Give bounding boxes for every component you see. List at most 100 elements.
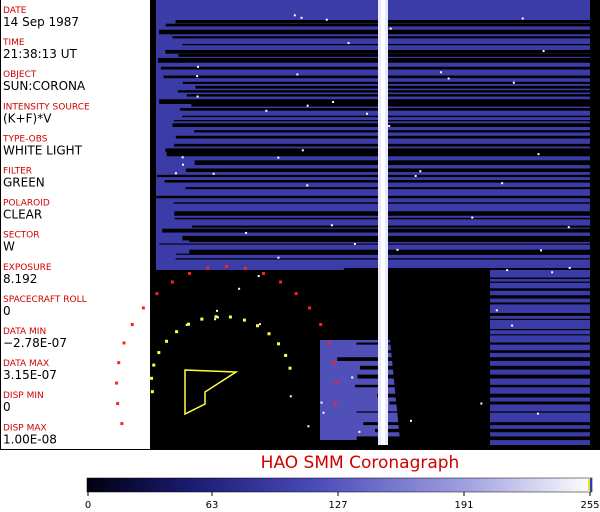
star bbox=[257, 275, 260, 278]
panel-border bbox=[0, 449, 151, 450]
stripe bbox=[384, 350, 590, 353]
star bbox=[277, 156, 280, 159]
star bbox=[238, 287, 241, 290]
field-label: SECTOR bbox=[3, 231, 40, 241]
image-region bbox=[156, 0, 590, 445]
field-value: 14 Sep 1987 bbox=[3, 15, 79, 29]
colorbar-end bbox=[588, 478, 590, 492]
dot bbox=[294, 292, 298, 296]
field-value: 1.00E-08 bbox=[3, 432, 57, 446]
dot bbox=[277, 342, 281, 346]
panel-border bbox=[0, 0, 1, 450]
star bbox=[551, 271, 554, 274]
bright-streak bbox=[381, 0, 385, 445]
dot bbox=[225, 265, 228, 268]
dot bbox=[116, 402, 120, 406]
star bbox=[410, 419, 413, 422]
dot bbox=[120, 422, 124, 426]
dot bbox=[308, 306, 312, 310]
star bbox=[265, 109, 268, 112]
dot bbox=[117, 361, 121, 365]
stripe bbox=[343, 268, 590, 270]
stripe bbox=[363, 422, 590, 426]
field-label: DATA MAX bbox=[3, 359, 49, 369]
dot bbox=[188, 271, 192, 275]
star bbox=[320, 401, 323, 404]
star bbox=[347, 42, 350, 45]
dot bbox=[255, 324, 259, 328]
stripe bbox=[330, 295, 590, 299]
star bbox=[542, 50, 545, 53]
dot bbox=[327, 341, 331, 345]
stripe bbox=[165, 148, 590, 153]
dot bbox=[228, 315, 232, 319]
colorbar-tick-label: 255 bbox=[580, 500, 599, 511]
field-label: POLAROID bbox=[3, 199, 50, 209]
dot bbox=[187, 322, 191, 326]
dot bbox=[332, 361, 336, 365]
field-label: TYPE-OBS bbox=[2, 134, 48, 144]
star bbox=[289, 395, 292, 398]
panel-border bbox=[150, 0, 151, 450]
star bbox=[396, 248, 399, 251]
star bbox=[511, 324, 514, 327]
title: HAO SMM Coronagraph bbox=[261, 453, 460, 473]
stripe bbox=[191, 225, 590, 228]
stripe bbox=[189, 249, 590, 255]
dot bbox=[333, 402, 337, 406]
field-label: DISP MIN bbox=[3, 391, 44, 401]
star bbox=[185, 323, 188, 326]
stripe bbox=[351, 318, 590, 321]
stripe bbox=[338, 277, 590, 280]
star bbox=[567, 226, 570, 229]
stripe bbox=[158, 57, 590, 63]
star bbox=[332, 100, 335, 103]
dot bbox=[243, 266, 247, 270]
star bbox=[174, 172, 177, 175]
stripe bbox=[357, 374, 590, 379]
star bbox=[216, 309, 219, 312]
star bbox=[389, 27, 392, 30]
dot bbox=[155, 292, 159, 296]
colorbar-axis: 0 63 127 191 255 bbox=[85, 492, 600, 511]
star bbox=[300, 16, 303, 19]
stripe bbox=[163, 75, 590, 79]
stripe bbox=[377, 393, 590, 398]
dot bbox=[141, 306, 145, 310]
stripe bbox=[191, 103, 590, 107]
stripe bbox=[356, 342, 590, 345]
stripe bbox=[356, 436, 590, 441]
stripe bbox=[165, 23, 590, 27]
colorbar bbox=[86, 477, 593, 493]
field-value: (K+F)*V bbox=[3, 111, 52, 125]
star bbox=[501, 182, 504, 185]
star bbox=[258, 323, 261, 326]
star bbox=[306, 104, 309, 107]
dot bbox=[150, 376, 154, 380]
stripe bbox=[375, 428, 590, 433]
star bbox=[512, 81, 515, 84]
star bbox=[358, 430, 361, 433]
field-value: CLEAR bbox=[3, 208, 42, 222]
colorbar-tick-label: 127 bbox=[328, 500, 347, 511]
dot bbox=[150, 390, 154, 394]
dot bbox=[122, 341, 126, 345]
dot bbox=[170, 280, 174, 284]
star bbox=[447, 77, 450, 80]
dot bbox=[130, 323, 134, 327]
field-value: 0 bbox=[3, 400, 11, 414]
star bbox=[471, 216, 474, 219]
stripe bbox=[162, 228, 591, 233]
stripe bbox=[194, 160, 591, 166]
star bbox=[277, 256, 280, 259]
stripe bbox=[165, 49, 590, 54]
dot bbox=[157, 351, 161, 355]
dot bbox=[261, 271, 265, 275]
star bbox=[306, 184, 309, 187]
stripe bbox=[194, 130, 590, 133]
stripe bbox=[159, 243, 590, 245]
stripe bbox=[374, 302, 590, 305]
stripe bbox=[156, 195, 590, 199]
